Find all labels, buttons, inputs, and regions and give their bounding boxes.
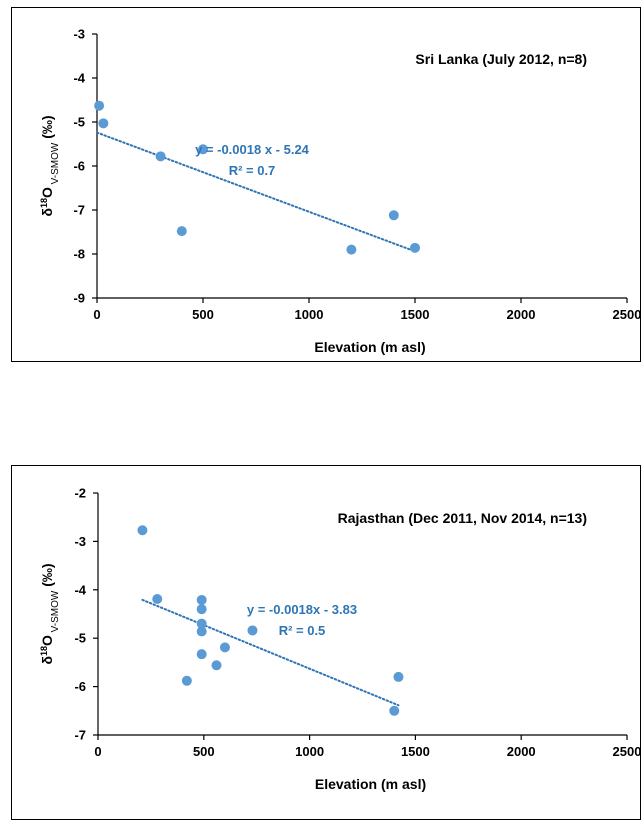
- data-point: [196, 618, 207, 629]
- x-tick-label: 2000: [507, 744, 536, 759]
- y-tick-label: -3: [74, 534, 86, 549]
- y-tick-label: -4: [74, 582, 86, 597]
- data-point: [346, 244, 357, 255]
- y-tick-label: -4: [73, 71, 85, 86]
- x-tick-label: 1000: [295, 307, 324, 322]
- x-tick-label: 500: [192, 307, 214, 322]
- x-tick-label: 500: [193, 744, 215, 759]
- y-axis-title-sub: V-SMOW: [50, 142, 61, 187]
- data-point: [98, 118, 109, 129]
- data-point: [388, 210, 399, 221]
- y-tick-label: -3: [73, 27, 85, 42]
- x-tick-label: 2500: [613, 744, 642, 759]
- x-tick-label: 0: [93, 307, 100, 322]
- x-tick-label: 1000: [295, 744, 324, 759]
- data-point: [198, 144, 208, 155]
- y-tick-label: -6: [74, 679, 86, 694]
- y-tick-label: -7: [74, 728, 86, 743]
- y-axis-title-sup: 18: [39, 198, 49, 208]
- y-tick-label: -9: [73, 291, 85, 306]
- data-point: [137, 525, 148, 536]
- data-point: [196, 594, 207, 605]
- rajasthan-chart: -7 -6 -5 -4 -3 -2 0 500 1000 1500 2000 2500 Elevatio…: [11, 465, 641, 820]
- x-tick-label: 2500: [613, 307, 642, 322]
- data-point: [181, 675, 192, 686]
- data-point: [393, 671, 404, 682]
- data-point: [196, 626, 207, 637]
- data-point: [152, 593, 163, 604]
- data-point: [94, 100, 105, 111]
- sri-lanka-plot: -9 -8 -7 -6 -5 -4 -3 0 500 1000 1500 2000 2500 Elevat…: [39, 27, 642, 356]
- data-point: [219, 642, 230, 653]
- x-tick-label: 1500: [401, 307, 430, 322]
- y-tick-label: -5: [73, 115, 85, 130]
- trendline-equation: y = -0.0018x - 3.83: [247, 602, 357, 617]
- data-point: [155, 151, 166, 162]
- y-tick-label: -6: [73, 159, 85, 174]
- data-point: [196, 604, 207, 615]
- y-tick-label: -7: [73, 203, 85, 218]
- x-tick-label: 1500: [401, 744, 430, 759]
- data-point: [211, 660, 222, 671]
- x-tick-label: 0: [94, 744, 101, 759]
- y-axis-title-units: (‰): [39, 563, 55, 590]
- chart-title: Sri Lanka (July 2012, n=8): [415, 51, 587, 67]
- y-tick-label: -5: [74, 631, 86, 646]
- y-axis-title-main: δ: [39, 208, 55, 217]
- x-axis-title: Elevation (m asl): [314, 339, 425, 355]
- x-axis-title: Elevation (m asl): [315, 776, 426, 792]
- data-point: [247, 625, 258, 636]
- sri-lanka-chart: -9 -8 -7 -6 -5 -4 -3 0 500 1000 1500 2000 2500 Elevat…: [11, 7, 641, 362]
- x-tick-label: 2000: [507, 307, 536, 322]
- rajasthan-plot: -7 -6 -5 -4 -3 -2 0 500 1000 1500 2000 2500 Elevatio…: [39, 486, 642, 793]
- y-axis-title-units: (‰): [39, 115, 55, 142]
- r-squared-label: R² = 0.7: [229, 163, 276, 178]
- y-tick-label: -2: [74, 486, 86, 501]
- r-squared-label: R² = 0.5: [279, 623, 326, 638]
- y-axis-title-element: O: [39, 635, 55, 646]
- trendline: [96, 131, 416, 253]
- data-point: [410, 242, 420, 253]
- y-axis-title: δ18O V-SMOW (‰): [39, 115, 61, 216]
- y-axis-title-main: δ: [39, 656, 55, 665]
- chart-title: Rajasthan (Dec 2011, Nov 2014, n=13): [338, 510, 587, 526]
- y-axis-title-sub: V-SMOW: [50, 590, 61, 635]
- y-tick-label: -8: [73, 247, 85, 262]
- data-point: [389, 705, 400, 716]
- y-axis-title-element: O: [39, 187, 55, 198]
- trendline-equation: y = -0.0018 x - 5.24: [195, 142, 310, 157]
- y-axis-title-sup: 18: [39, 646, 49, 656]
- y-axis-title: δ18O V-SMOW (‰): [39, 563, 61, 664]
- data-point: [196, 649, 207, 660]
- data-point: [176, 226, 187, 237]
- trendline: [141, 598, 400, 707]
